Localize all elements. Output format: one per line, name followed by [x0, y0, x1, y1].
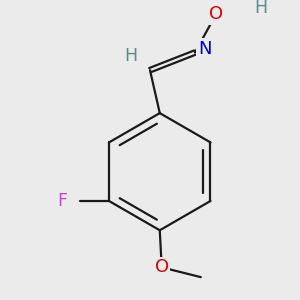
Text: H: H — [255, 0, 268, 17]
Text: O: O — [155, 258, 169, 276]
Text: H: H — [124, 47, 137, 65]
Text: F: F — [57, 192, 67, 210]
Text: N: N — [198, 40, 211, 58]
Text: O: O — [209, 4, 224, 22]
